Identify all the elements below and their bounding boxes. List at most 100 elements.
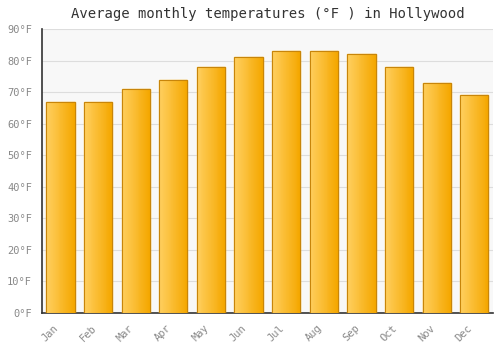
Bar — [159, 79, 160, 313]
Bar — [60, 102, 62, 313]
Bar — [480, 95, 481, 313]
Bar — [324, 51, 326, 313]
Bar — [364, 54, 365, 313]
Bar — [310, 51, 338, 313]
Bar — [290, 51, 291, 313]
Bar — [129, 89, 130, 313]
Bar — [224, 67, 225, 313]
Bar — [366, 54, 367, 313]
Bar — [332, 51, 333, 313]
Bar — [84, 102, 112, 313]
Bar — [374, 54, 376, 313]
Bar — [108, 102, 110, 313]
Bar — [465, 95, 466, 313]
Bar — [102, 102, 103, 313]
Bar — [432, 83, 433, 313]
Bar — [234, 57, 262, 313]
Bar — [202, 67, 203, 313]
Bar — [100, 102, 101, 313]
Bar — [70, 102, 71, 313]
Bar — [321, 51, 322, 313]
Bar — [314, 51, 316, 313]
Bar — [470, 95, 472, 313]
Bar — [146, 89, 147, 313]
Bar — [260, 57, 261, 313]
Bar — [277, 51, 278, 313]
Bar — [101, 102, 102, 313]
Bar — [92, 102, 94, 313]
Bar — [180, 79, 181, 313]
Bar — [131, 89, 132, 313]
Bar — [475, 95, 476, 313]
Bar — [160, 79, 161, 313]
Bar — [62, 102, 64, 313]
Bar — [54, 102, 55, 313]
Bar — [472, 95, 474, 313]
Bar — [438, 83, 440, 313]
Bar — [65, 102, 66, 313]
Bar — [447, 83, 448, 313]
Bar — [133, 89, 134, 313]
Bar — [367, 54, 368, 313]
Bar — [97, 102, 98, 313]
Bar — [317, 51, 318, 313]
Bar — [462, 95, 463, 313]
Bar — [252, 57, 254, 313]
Bar — [142, 89, 143, 313]
Bar — [461, 95, 462, 313]
Bar — [320, 51, 321, 313]
Bar — [245, 57, 246, 313]
Bar — [244, 57, 245, 313]
Bar — [372, 54, 374, 313]
Bar — [427, 83, 428, 313]
Bar — [186, 79, 188, 313]
Bar — [316, 51, 317, 313]
Bar — [242, 57, 243, 313]
Bar — [261, 57, 262, 313]
Bar — [371, 54, 372, 313]
Bar — [365, 54, 366, 313]
Bar — [88, 102, 90, 313]
Bar — [99, 102, 100, 313]
Bar — [72, 102, 74, 313]
Bar — [478, 95, 479, 313]
Bar — [104, 102, 106, 313]
Bar — [46, 102, 74, 313]
Bar — [322, 51, 323, 313]
Bar — [476, 95, 477, 313]
Bar — [85, 102, 86, 313]
Bar — [272, 51, 300, 313]
Bar — [351, 54, 352, 313]
Bar — [398, 67, 399, 313]
Bar — [354, 54, 355, 313]
Bar — [206, 67, 207, 313]
Bar — [210, 67, 211, 313]
Bar — [71, 102, 72, 313]
Bar — [273, 51, 274, 313]
Bar — [484, 95, 486, 313]
Bar — [220, 67, 222, 313]
Bar — [296, 51, 298, 313]
Bar — [145, 89, 146, 313]
Bar — [184, 79, 186, 313]
Bar — [143, 89, 144, 313]
Bar — [122, 89, 124, 313]
Bar — [466, 95, 468, 313]
Bar — [197, 67, 225, 313]
Bar — [241, 57, 242, 313]
Bar — [68, 102, 69, 313]
Bar — [96, 102, 97, 313]
Bar — [162, 79, 163, 313]
Bar — [422, 83, 450, 313]
Bar — [255, 57, 256, 313]
Bar — [52, 102, 53, 313]
Bar — [135, 89, 136, 313]
Bar — [213, 67, 214, 313]
Bar — [177, 79, 178, 313]
Bar — [138, 89, 140, 313]
Bar — [481, 95, 482, 313]
Bar — [337, 51, 338, 313]
Bar — [353, 54, 354, 313]
Bar — [468, 95, 469, 313]
Bar — [166, 79, 168, 313]
